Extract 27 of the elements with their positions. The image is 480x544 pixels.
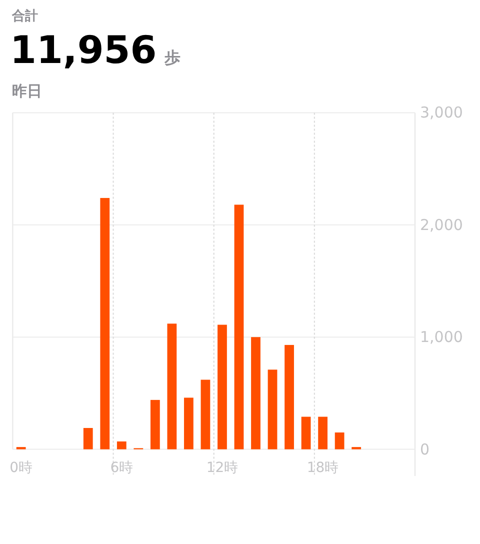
bar <box>251 337 260 450</box>
bar <box>234 204 244 450</box>
bar <box>116 441 126 450</box>
bar <box>83 428 93 450</box>
y-tick-label: 1,000 <box>420 328 463 346</box>
bar <box>318 416 328 450</box>
bar <box>167 324 177 450</box>
y-tick-label: 2,000 <box>420 216 463 234</box>
bar <box>301 416 311 450</box>
bar <box>184 398 194 450</box>
bar <box>334 432 344 450</box>
bar <box>200 380 210 450</box>
y-tick-label: 0 <box>420 440 430 458</box>
bar <box>284 344 294 450</box>
x-tick-label: 12時 <box>206 460 238 476</box>
x-tick-label: 18時 <box>306 460 339 476</box>
bar <box>218 324 227 450</box>
y-tick-label: 3,000 <box>420 104 463 122</box>
x-tick-label: 6時 <box>110 460 134 476</box>
bar <box>150 400 160 450</box>
text: 合計 <box>11 8 38 24</box>
bar <box>268 370 278 450</box>
chart-title: 11,956 <box>10 28 157 72</box>
x-tick-label: 0時 <box>10 460 33 476</box>
bar <box>100 198 110 450</box>
chart-subtitle: 昨日 <box>12 82 42 100</box>
text: 歩 <box>164 48 181 67</box>
